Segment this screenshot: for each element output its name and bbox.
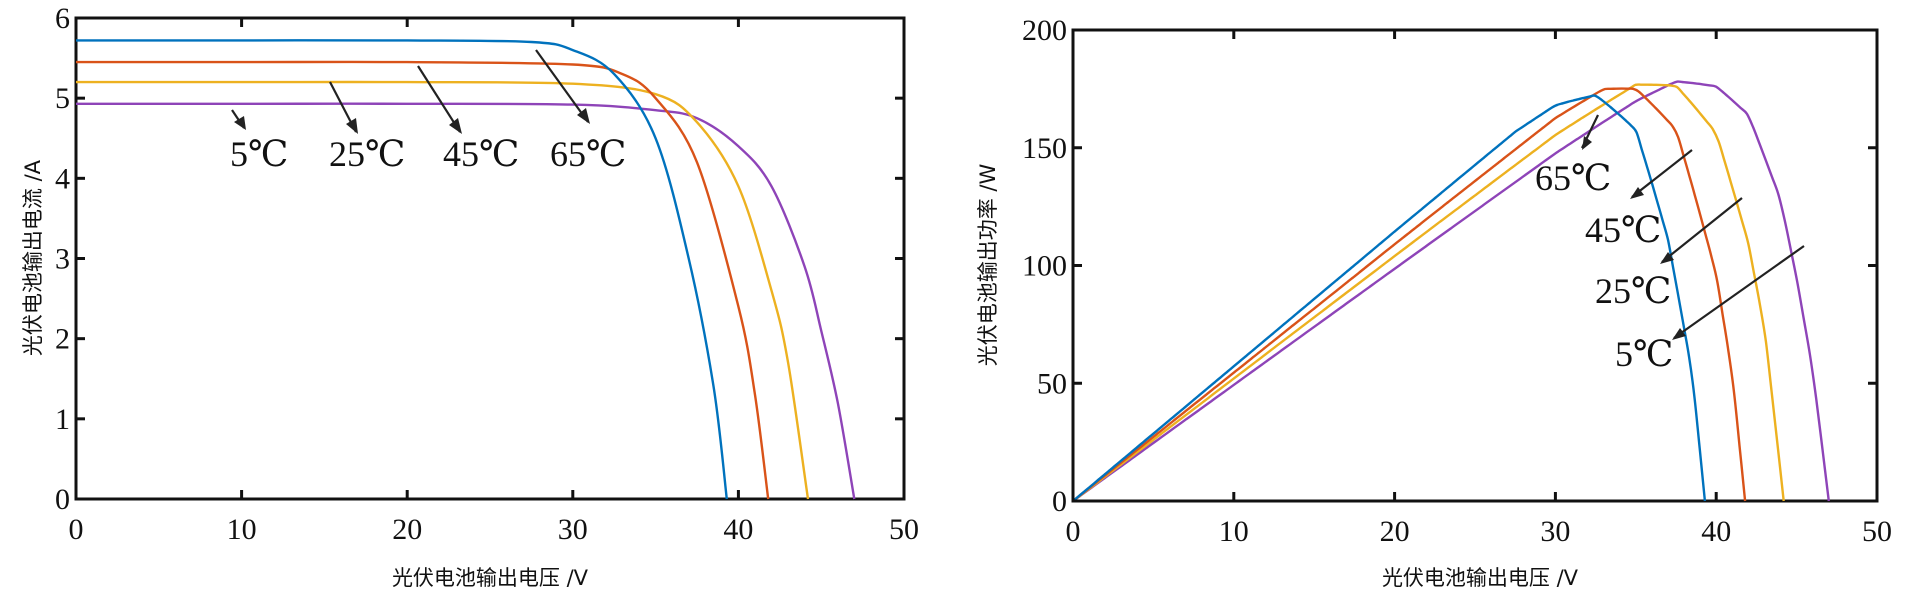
pv-x-tick-label: 0 [1066,515,1081,548]
iv-y-tick-label: 5 [55,82,70,115]
iv-arrowhead-5c [234,116,246,130]
iv-series-65c [76,39,728,500]
pv-x-axis-label: 光伏电池输出电压 /V [1382,566,1579,590]
pv-annotation-65c: 65℃ [1535,158,1611,198]
pv-series-5c [1072,80,1830,502]
iv-ticks: 0 10 20 30 40 50 0 1 2 3 4 5 6 [55,2,919,546]
iv-chart: 0 10 20 30 40 50 0 1 2 3 4 5 6 光伏电池输出电压 /V 光伏电池输出电流 … [21,2,919,590]
pv-arrow-25c [1661,197,1743,263]
pv-plot-frame [1071,28,1879,503]
iv-y-tick-label: 3 [55,243,70,276]
iv-x-tick-label: 20 [392,513,422,546]
pv-curves [1072,80,1830,502]
pv-x-tick-label: 20 [1380,515,1410,548]
iv-y-tick-label: 1 [55,403,70,436]
iv-annotations: 5℃ 25℃ 45℃ 65℃ [230,49,626,174]
iv-y-tick-label: 4 [55,162,70,195]
iv-plot-frame [74,16,906,501]
pv-annotation-25c: 25℃ [1595,271,1671,311]
pv-arrowhead-45c [1630,187,1644,199]
iv-arrowhead-25c [346,118,358,134]
iv-annotation-25c: 25℃ [329,134,405,174]
iv-annotation-5c: 5℃ [230,134,288,174]
pv-annotation-5c: 5℃ [1615,334,1673,374]
iv-arrow-45c [417,65,461,133]
pv-y-axis-label: 光伏电池输出功率 /W [976,164,1000,367]
iv-y-tick-label: 2 [55,323,70,356]
pv-annotation-45c: 45℃ [1585,210,1661,250]
pv-x-tick-label: 40 [1701,515,1731,548]
pv-arrow-5c [1673,245,1805,339]
pv-y-tick-label: 200 [1022,14,1067,47]
pv-chart: 0 10 20 30 40 50 0 50 100 150 200 光伏电池输出电压 /V 光伏电池… [976,14,1892,590]
iv-arrowhead-65c [577,108,590,124]
iv-arrow-65c [535,49,589,123]
pv-arrow-45c [1631,149,1693,198]
pv-x-tick-label: 50 [1862,515,1892,548]
pv-arrowhead-65c [1582,136,1592,150]
iv-y-tick-label: 0 [55,483,70,516]
pv-series-25c [1072,83,1785,502]
iv-annotation-65c: 65℃ [550,134,626,174]
iv-x-tick-label: 50 [889,513,919,546]
iv-x-tick-label: 40 [723,513,753,546]
iv-x-tick-label: 30 [558,513,588,546]
pv-y-tick-label: 50 [1037,367,1067,400]
pv-ticks: 0 10 20 30 40 50 0 50 100 150 200 [1022,14,1892,548]
pv-y-tick-label: 150 [1022,132,1067,165]
pv-x-tick-label: 30 [1540,515,1570,548]
iv-x-axis-label: 光伏电池输出电压 /V [392,566,589,590]
pv-x-tick-label: 10 [1219,515,1249,548]
pv-arrowhead-25c [1660,252,1674,264]
iv-series-5c [75,102,856,500]
iv-y-axis-label: 光伏电池输出电流 /A [21,159,45,356]
iv-curves [75,39,856,500]
pv-y-tick-label: 0 [1052,485,1067,518]
pv-series-65c [1072,94,1707,502]
pv-series-45c [1072,87,1747,502]
iv-y-tick-label: 6 [55,2,70,35]
pv-arrowhead-5c [1672,328,1686,340]
iv-x-tick-label: 0 [69,513,84,546]
pv-annotations: 65℃ 45℃ 25℃ 5℃ [1535,114,1805,374]
iv-x-tick-label: 10 [227,513,257,546]
pv-y-tick-label: 100 [1022,250,1067,283]
iv-arrowhead-45c [449,118,462,134]
iv-annotation-45c: 45℃ [443,134,519,174]
iv-series-45c [76,60,770,500]
iv-series-25c [75,80,810,500]
